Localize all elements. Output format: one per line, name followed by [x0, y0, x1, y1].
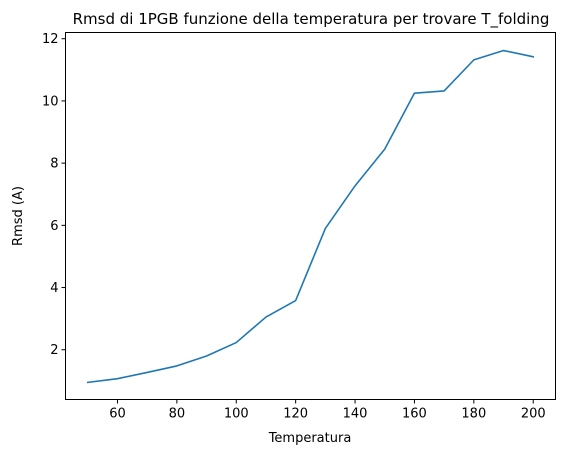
y-tick-label: 4: [50, 281, 58, 296]
x-tick-label: 180: [461, 407, 486, 422]
y-tick-label: 12: [42, 32, 59, 47]
series-line: [86, 49, 535, 384]
x-tick-label: 120: [283, 407, 308, 422]
y-tick-label: 8: [50, 157, 58, 172]
x-tick-label: 200: [521, 407, 546, 422]
x-tick-label: 140: [343, 407, 368, 422]
x-axis-label: Temperatura: [268, 431, 352, 446]
x-tick-label: 80: [169, 407, 186, 422]
x-tick-label: 60: [109, 407, 126, 422]
y-axis-label: Rmsd (A): [11, 186, 26, 246]
x-axis-ticks: 60 80 100 120 140 160 180 200: [109, 399, 546, 422]
y-axis-ticks: 2 4 6 8 10 12: [42, 32, 66, 358]
x-tick-label: 100: [224, 407, 249, 422]
chart-title: Rmsd di 1PGB funzione della temperatura …: [73, 10, 550, 29]
plot-area-frame: [65, 32, 556, 400]
series-layer: [86, 49, 535, 384]
y-tick-label: 2: [50, 343, 58, 358]
y-tick-label: 10: [42, 94, 59, 109]
y-tick-label: 6: [50, 219, 58, 234]
x-tick-label: 160: [402, 407, 427, 422]
